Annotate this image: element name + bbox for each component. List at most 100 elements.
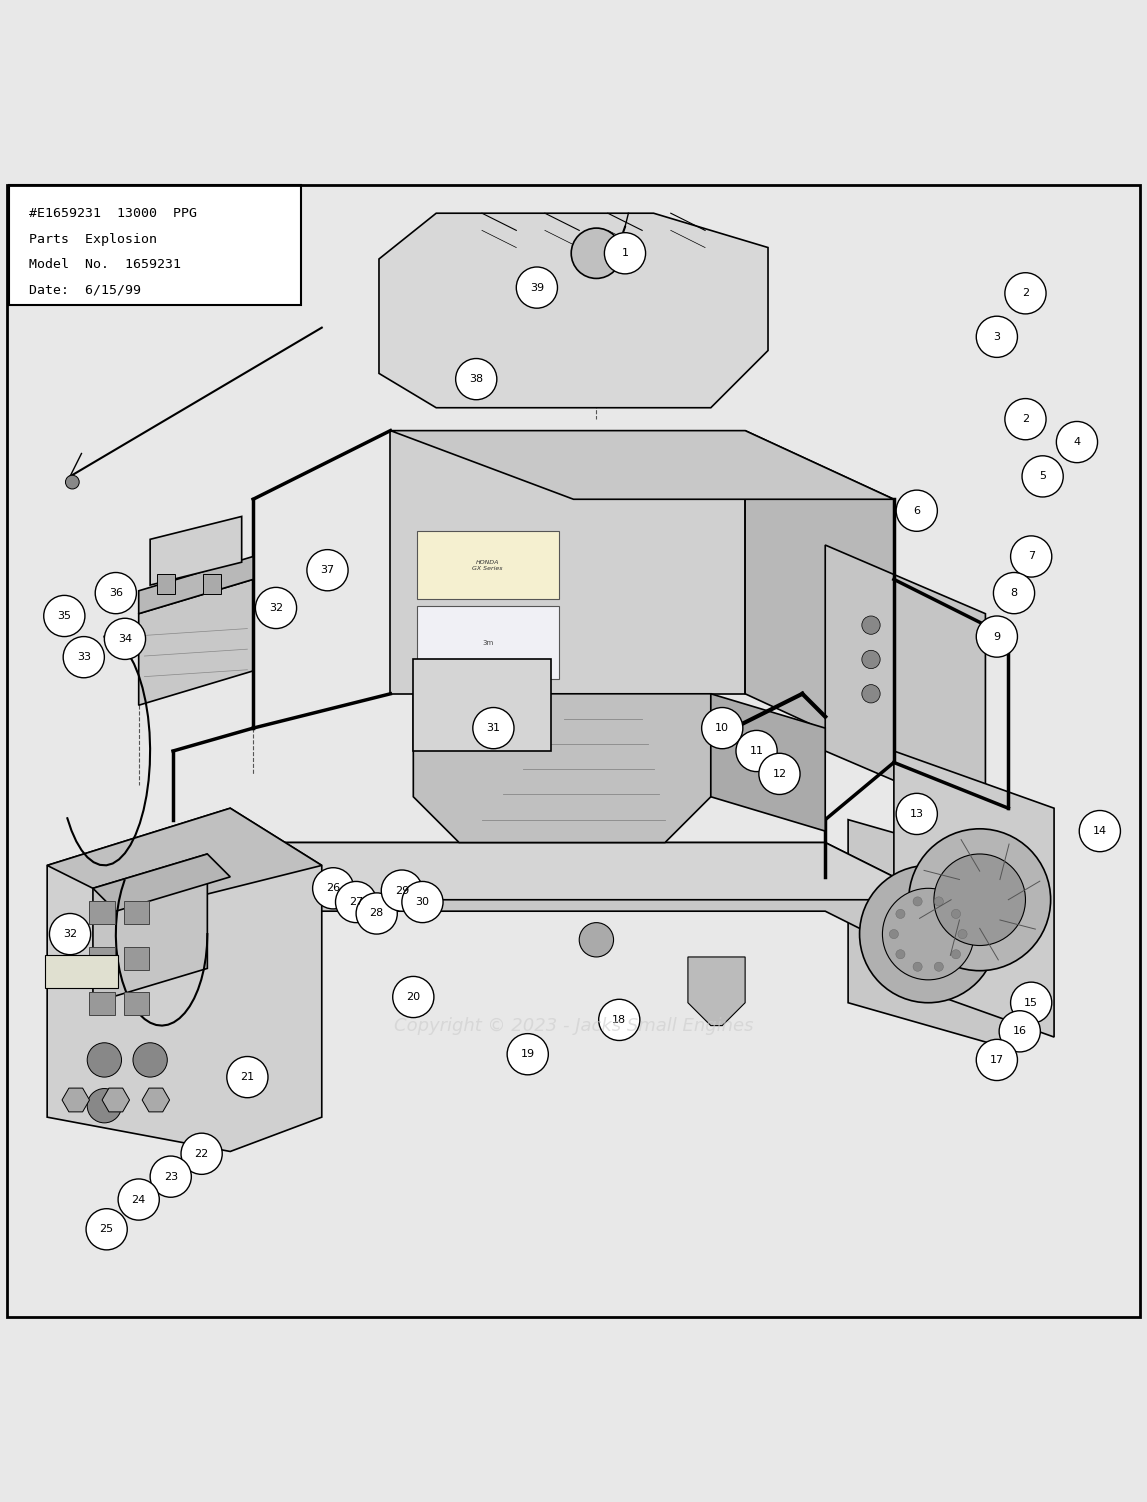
FancyBboxPatch shape: [157, 574, 175, 595]
Text: 29: 29: [395, 886, 409, 895]
Text: 24: 24: [132, 1194, 146, 1205]
FancyBboxPatch shape: [89, 946, 115, 970]
Text: 22: 22: [195, 1149, 209, 1158]
Text: 11: 11: [750, 746, 764, 756]
Text: 17: 17: [990, 1054, 1004, 1065]
Circle shape: [935, 963, 943, 972]
Text: 32: 32: [63, 930, 77, 939]
Circle shape: [1011, 536, 1052, 577]
Text: 5: 5: [1039, 472, 1046, 481]
Text: 39: 39: [530, 282, 544, 293]
Polygon shape: [413, 659, 551, 751]
Polygon shape: [253, 843, 939, 969]
Circle shape: [256, 587, 297, 628]
Polygon shape: [150, 517, 242, 586]
Text: 4: 4: [1074, 437, 1080, 448]
Polygon shape: [390, 431, 746, 694]
Circle shape: [133, 1042, 167, 1077]
Polygon shape: [47, 808, 322, 912]
Text: 16: 16: [1013, 1026, 1027, 1036]
Text: 33: 33: [77, 652, 91, 662]
Circle shape: [702, 707, 743, 748]
Circle shape: [44, 595, 85, 637]
Polygon shape: [379, 213, 768, 407]
Polygon shape: [93, 855, 208, 1003]
Text: 15: 15: [1024, 997, 1038, 1008]
Text: 18: 18: [612, 1015, 626, 1024]
Text: Date:  6/15/99: Date: 6/15/99: [29, 282, 141, 296]
Circle shape: [896, 909, 905, 919]
Circle shape: [604, 233, 646, 273]
Circle shape: [882, 888, 974, 979]
Circle shape: [507, 1033, 548, 1075]
FancyBboxPatch shape: [416, 605, 559, 679]
Polygon shape: [711, 694, 825, 831]
Polygon shape: [825, 545, 985, 820]
Circle shape: [65, 475, 79, 490]
Circle shape: [896, 490, 937, 532]
Circle shape: [86, 1209, 127, 1250]
Circle shape: [861, 616, 880, 634]
Circle shape: [1005, 398, 1046, 440]
Text: 38: 38: [469, 374, 483, 385]
Text: 27: 27: [349, 897, 364, 907]
Text: Copyright © 2023 - Jacks Small Engines: Copyright © 2023 - Jacks Small Engines: [393, 1017, 754, 1035]
Text: 37: 37: [320, 565, 335, 575]
Text: 3m: 3m: [482, 640, 493, 646]
Text: 2: 2: [1022, 415, 1029, 424]
Circle shape: [958, 930, 967, 939]
Text: 7: 7: [1028, 551, 1035, 562]
Circle shape: [861, 685, 880, 703]
Text: 3: 3: [993, 332, 1000, 342]
Polygon shape: [746, 431, 894, 763]
Circle shape: [889, 930, 898, 939]
Circle shape: [951, 949, 960, 958]
Circle shape: [313, 868, 353, 909]
FancyBboxPatch shape: [124, 993, 149, 1015]
Circle shape: [356, 892, 397, 934]
Circle shape: [913, 897, 922, 906]
FancyBboxPatch shape: [9, 185, 302, 305]
FancyBboxPatch shape: [89, 993, 115, 1015]
Text: Parts  Explosion: Parts Explosion: [29, 233, 157, 246]
Text: 35: 35: [57, 611, 71, 620]
Circle shape: [934, 855, 1025, 946]
Circle shape: [118, 1179, 159, 1220]
Polygon shape: [102, 1087, 130, 1111]
Text: 9: 9: [993, 631, 1000, 641]
Circle shape: [1011, 982, 1052, 1023]
Circle shape: [599, 999, 640, 1041]
Polygon shape: [93, 855, 231, 912]
Polygon shape: [47, 808, 322, 1152]
Text: 23: 23: [164, 1172, 178, 1182]
Polygon shape: [142, 1087, 170, 1111]
Polygon shape: [413, 694, 711, 843]
Text: HONDA
GX Series: HONDA GX Series: [473, 560, 502, 571]
Circle shape: [976, 1039, 1017, 1080]
Text: 6: 6: [913, 506, 920, 515]
Text: 13: 13: [910, 810, 923, 819]
FancyBboxPatch shape: [124, 901, 149, 924]
FancyBboxPatch shape: [45, 955, 118, 988]
Text: 32: 32: [268, 602, 283, 613]
FancyBboxPatch shape: [203, 574, 221, 595]
Text: 19: 19: [521, 1050, 535, 1059]
Text: 10: 10: [716, 722, 729, 733]
FancyBboxPatch shape: [124, 946, 149, 970]
Circle shape: [1056, 422, 1098, 463]
Polygon shape: [894, 751, 1054, 1036]
Polygon shape: [390, 431, 894, 499]
Text: 8: 8: [1011, 589, 1017, 598]
Circle shape: [95, 572, 136, 614]
Circle shape: [63, 637, 104, 677]
Circle shape: [227, 1056, 268, 1098]
Circle shape: [381, 870, 422, 912]
Polygon shape: [253, 843, 939, 900]
Circle shape: [951, 909, 960, 919]
Text: 28: 28: [369, 909, 384, 919]
Text: 30: 30: [415, 897, 429, 907]
Text: 34: 34: [118, 634, 132, 644]
Circle shape: [181, 1133, 223, 1175]
Circle shape: [87, 1089, 122, 1123]
Circle shape: [896, 793, 937, 835]
